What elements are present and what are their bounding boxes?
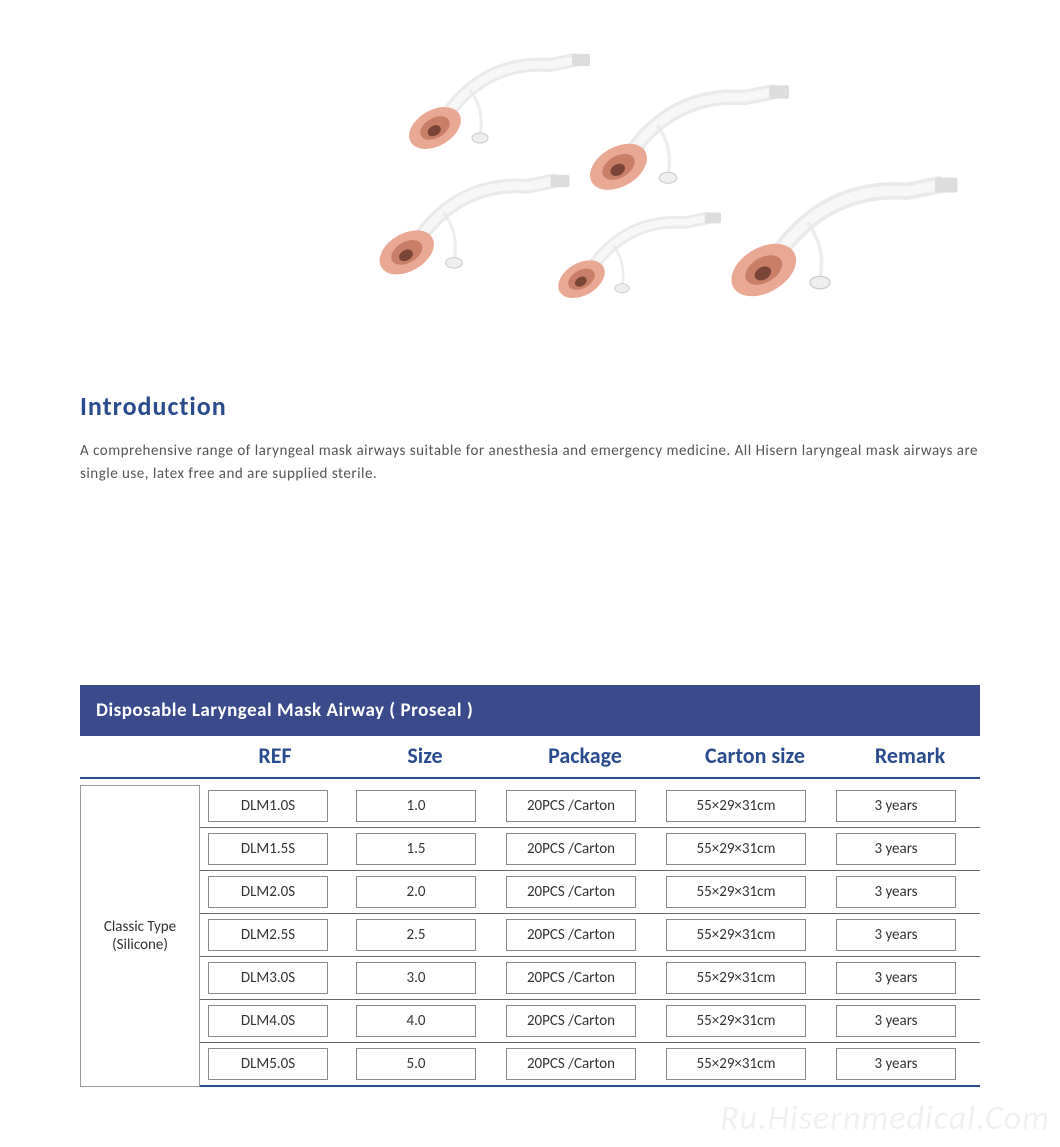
table-header-row: REF Size Package Carton size Remark [80,736,980,775]
cell-remark: 3 years [836,876,956,908]
cell-package: 20PCS /Carton [506,919,636,951]
laryngeal-mask-icon [400,40,600,160]
cell-remark: 3 years [836,1048,956,1080]
watermark-text: Ru.Hisernmedical.Com [720,1098,1050,1139]
header-remark: Remark [840,742,980,769]
cell-package: 20PCS /Carton [506,876,636,908]
product-image [230,40,830,360]
table-row: DLM4.0S 4.0 20PCS /Carton 55×29×31cm 3 years [200,1000,980,1043]
laryngeal-mask-icon [370,160,580,286]
table-row: DLM2.5S 2.5 20PCS /Carton 55×29×31cm 3 years [200,914,980,957]
introduction-heading: Introduction [80,390,980,422]
type-label-line1: Classic Type [104,918,176,936]
cell-size: 1.5 [356,833,476,865]
table-row: DLM1.5S 1.5 20PCS /Carton 55×29×31cm 3 years [200,828,980,871]
table-row: DLM5.0S 5.0 20PCS /Carton 55×29×31cm 3 years [200,1043,980,1087]
table-row: DLM3.0S 3.0 20PCS /Carton 55×29×31cm 3 years [200,957,980,1000]
laryngeal-mask-icon [720,160,970,310]
cell-carton: 55×29×31cm [666,1048,806,1080]
cell-carton: 55×29×31cm [666,876,806,908]
introduction-text: A comprehensive range of laryngeal mask … [80,440,980,485]
table-title: Disposable Laryngeal Mask Airway ( Prose… [80,685,980,736]
cell-package: 20PCS /Carton [506,790,636,822]
table-row: DLM1.0S 1.0 20PCS /Carton 55×29×31cm 3 years [200,785,980,828]
cell-remark: 3 years [836,790,956,822]
header-size: Size [350,742,500,769]
cell-carton: 55×29×31cm [666,919,806,951]
laryngeal-mask-icon [550,200,730,308]
type-column: Classic Type (Silicone) [80,785,200,1087]
header-divider [80,777,980,779]
cell-carton: 55×29×31cm [666,962,806,994]
cell-size: 2.5 [356,919,476,951]
header-ref: REF [200,742,350,769]
cell-remark: 3 years [836,1005,956,1037]
spec-table: Disposable Laryngeal Mask Airway ( Prose… [80,685,980,1087]
cell-package: 20PCS /Carton [506,962,636,994]
cell-size: 2.0 [356,876,476,908]
cell-remark: 3 years [836,833,956,865]
table-row: DLM2.0S 2.0 20PCS /Carton 55×29×31cm 3 years [200,871,980,914]
header-carton: Carton size [670,742,840,769]
cell-package: 20PCS /Carton [506,833,636,865]
header-package: Package [500,742,670,769]
cell-ref: DLM1.0S [208,790,328,822]
cell-ref: DLM2.5S [208,919,328,951]
cell-package: 20PCS /Carton [506,1005,636,1037]
cell-ref: DLM1.5S [208,833,328,865]
cell-ref: DLM4.0S [208,1005,328,1037]
cell-size: 5.0 [356,1048,476,1080]
cell-remark: 3 years [836,919,956,951]
type-label-line2: (Silicone) [112,936,168,954]
cell-carton: 55×29×31cm [666,833,806,865]
cell-carton: 55×29×31cm [666,1005,806,1037]
cell-package: 20PCS /Carton [506,1048,636,1080]
cell-ref: DLM5.0S [208,1048,328,1080]
cell-carton: 55×29×31cm [666,790,806,822]
cell-size: 3.0 [356,962,476,994]
cell-size: 4.0 [356,1005,476,1037]
cell-remark: 3 years [836,962,956,994]
cell-size: 1.0 [356,790,476,822]
cell-ref: DLM2.0S [208,876,328,908]
cell-ref: DLM3.0S [208,962,328,994]
